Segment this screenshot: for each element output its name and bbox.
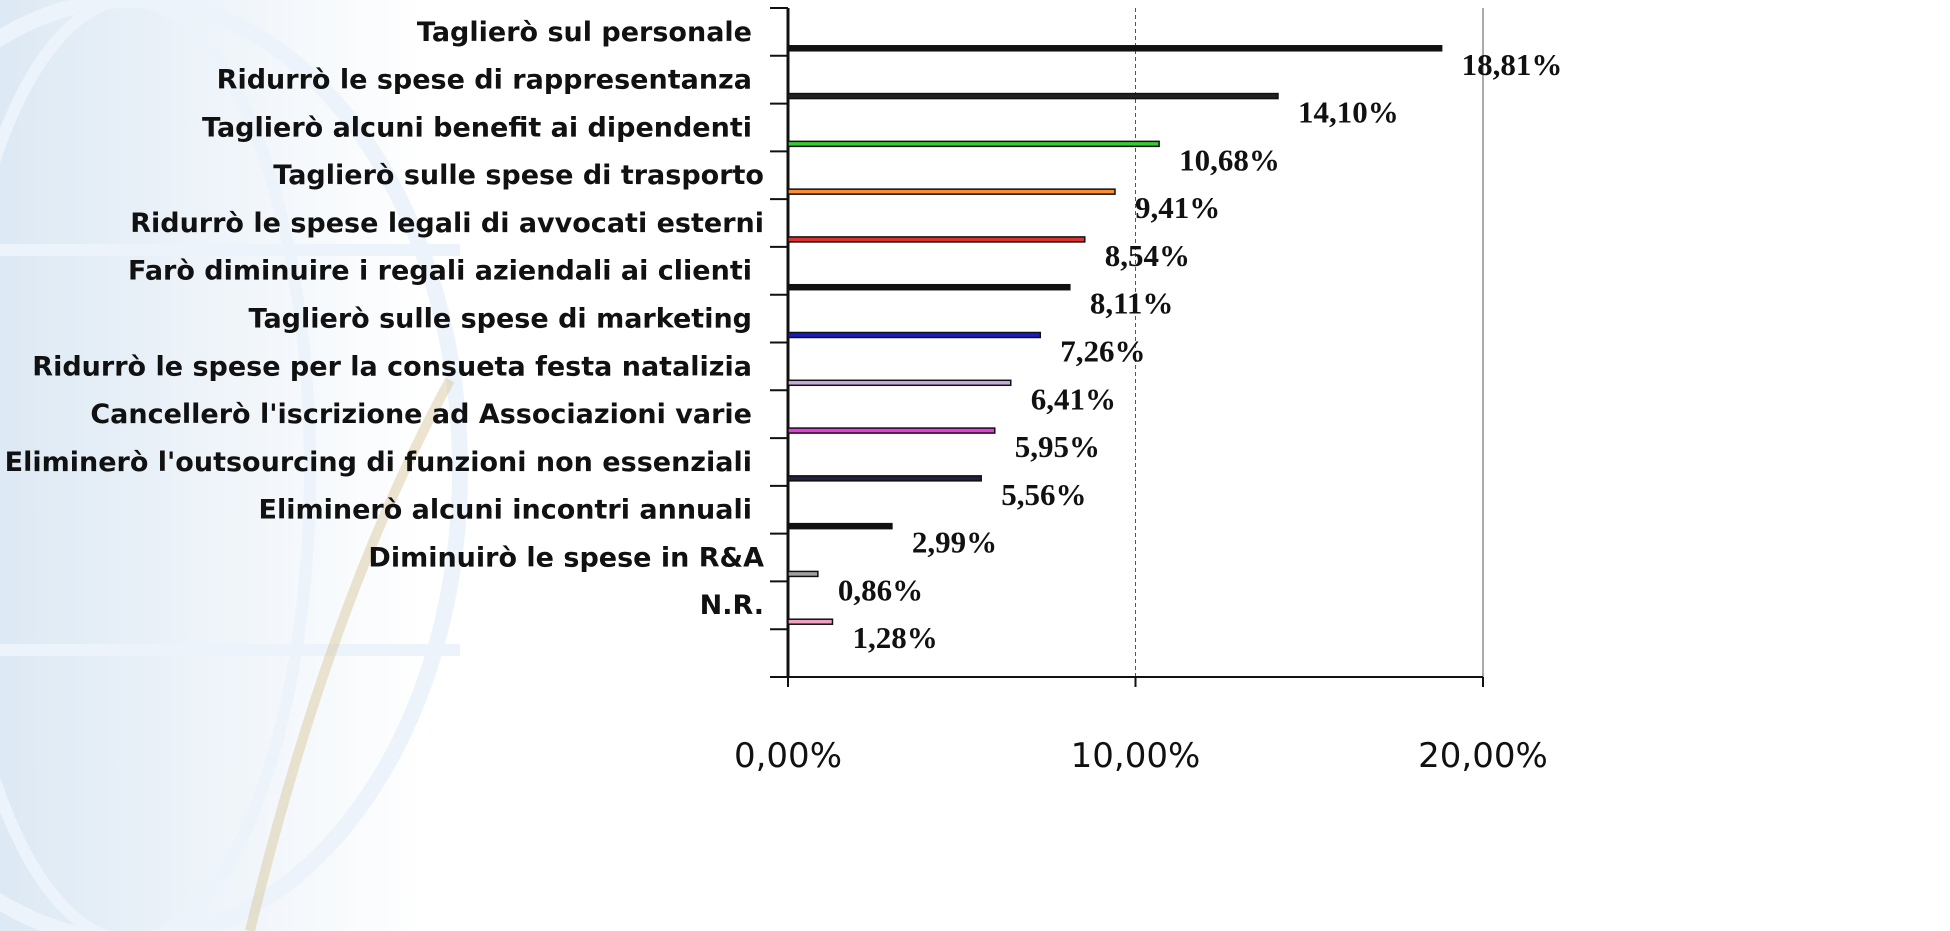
value-label: 2,99%	[912, 525, 997, 560]
value-label: 10,68%	[1179, 142, 1280, 177]
value-label: 8,54%	[1105, 238, 1190, 273]
x-tick-label: 20,00%	[1418, 736, 1548, 776]
bar	[787, 140, 1160, 148]
category-label: Ridurrò le spese di rappresentanza	[217, 65, 752, 96]
bar	[787, 379, 1012, 387]
value-label: 6,41%	[1031, 381, 1116, 416]
bar	[787, 45, 1443, 52]
bar	[787, 283, 1071, 291]
bar	[787, 618, 834, 625]
category-label: Eliminerò alcuni incontri annuali	[259, 495, 752, 526]
category-label: Cancellerò l'iscrizione ad Associazioni …	[90, 399, 752, 430]
value-label: 9,41%	[1135, 190, 1220, 225]
x-tick-label: 0,00%	[734, 736, 842, 776]
category-label: Eliminerò l'outsourcing di funzioni non …	[5, 447, 752, 478]
category-label: N.R.	[700, 590, 764, 621]
value-label: 5,95%	[1015, 429, 1100, 464]
bar	[787, 92, 1279, 100]
bar	[787, 570, 819, 578]
value-label: 0,86%	[838, 572, 923, 607]
category-label: Taglierò sulle spese di trasporto	[273, 160, 764, 191]
value-label: 18,81%	[1462, 47, 1563, 82]
bar	[787, 188, 1116, 195]
category-label: Diminuirò le spese in R&A	[368, 542, 764, 573]
bar	[787, 427, 996, 434]
value-label: 5,56%	[1001, 477, 1086, 512]
bar	[787, 522, 893, 530]
category-label: Ridurrò le spese legali di avvocati este…	[130, 208, 764, 239]
value-label: 8,11%	[1090, 286, 1174, 321]
category-label: Ridurrò le spese per la consueta festa n…	[32, 351, 752, 382]
x-tick-label: 10,00%	[1071, 736, 1201, 776]
background-globe	[0, 0, 468, 931]
value-label: 7,26%	[1060, 334, 1145, 369]
bar	[787, 331, 1042, 339]
value-label: 14,10%	[1298, 95, 1399, 130]
bar	[787, 236, 1086, 243]
category-label: Taglierò sul personale	[417, 17, 752, 48]
category-label: Farò diminuire i regali aziendali ai cli…	[128, 256, 752, 287]
category-label: Taglierò sulle spese di marketing	[249, 304, 752, 335]
bar	[787, 475, 982, 482]
value-label: 1,28%	[852, 620, 937, 655]
category-label: Taglierò alcuni benefit ai dipendenti	[202, 112, 752, 143]
